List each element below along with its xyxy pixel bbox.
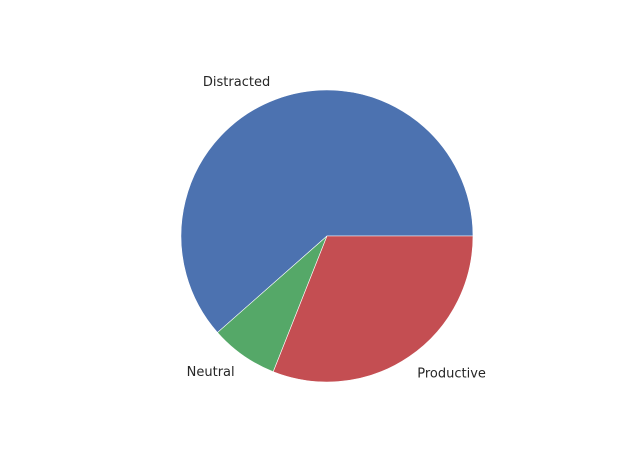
pie-label-productive: Productive <box>417 367 486 382</box>
pie-label-distracted: Distracted <box>203 75 270 90</box>
pie-labels: Distracted Neutral Productive <box>187 75 486 382</box>
pie-label-neutral: Neutral <box>187 365 235 380</box>
pie-slices <box>180 89 474 383</box>
pie-slice-productive <box>272 235 474 383</box>
pie-slice-distracted <box>180 89 474 333</box>
